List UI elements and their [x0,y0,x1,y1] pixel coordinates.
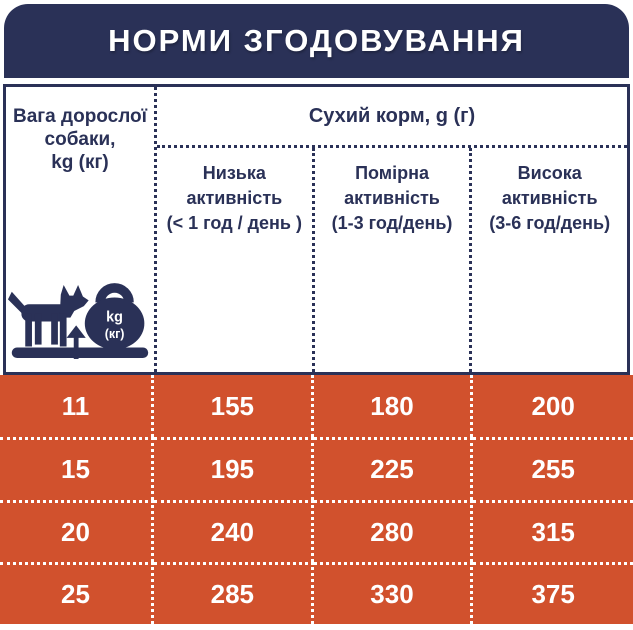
food-amount: 315 [473,499,633,562]
kettlebell-body [84,297,145,350]
weight-column-header: Вага дорослої собаки, kg (кг) kg (кг) [6,87,157,372]
dog-leg [59,313,67,347]
kettlebell-unit-kg: kg [106,310,123,326]
dog-leg [25,313,32,347]
weight-value: 11 [0,375,154,438]
food-amount: 330 [313,561,474,624]
kettlebell-handle [95,283,134,303]
food-amount: 225 [313,437,474,500]
dog-icon [7,285,89,347]
column-header-low-activity: Низька активність (< 1 год / день ) [166,163,302,233]
feeding-data-grid: 11 155 180 200 15 195 225 255 20 240 280… [0,375,633,624]
feeding-table-header: Вага дорослої собаки, kg (кг) kg (кг) [3,84,630,375]
food-amount: 180 [314,375,474,438]
dry-food-section: Сухий корм, g (г) Низька активність (< 1… [157,87,627,372]
page-title: НОРМИ ЗГОДОВУВАННЯ [108,23,525,58]
weight-value: 15 [0,437,154,500]
food-amount: 200 [531,390,575,421]
food-amount: 285 [154,561,314,624]
dog-leg [34,313,42,345]
food-amount: 195 [154,437,314,500]
kettlebell-unit-kg-cyr: (кг) [105,327,125,341]
activity-columns: Низька активність (< 1 год / день ) Помі… [157,145,627,372]
weight-value: 25 [0,561,154,624]
weight-value: 20 [0,499,154,562]
food-amount: 155 [154,375,314,438]
dry-food-header: Сухий корм, g (г) [308,104,476,127]
dog-leg [51,313,58,345]
food-amount: 375 [473,561,633,624]
column-header-high-activity: Висока активність (3-6 год/день) [469,148,627,372]
dog-weight-illustration: kg (кг) [7,283,149,359]
scale-bar [11,347,149,359]
column-header-moderate-activity: Помірна активність (1-3 год/день) [311,148,470,372]
food-amount: 280 [313,499,474,562]
weight-column-label: Вага дорослої собаки, kg (кг) [12,106,147,173]
title-banner: НОРМИ ЗГОДОВУВАННЯ [4,4,629,78]
food-amount: 255 [473,437,633,499]
kettlebell-icon: kg (кг) [84,283,145,350]
food-amount: 240 [154,499,314,562]
dog-head [59,285,89,318]
feeding-data-section: 11 155 180 200 15 195 225 255 20 240 280… [0,375,633,624]
